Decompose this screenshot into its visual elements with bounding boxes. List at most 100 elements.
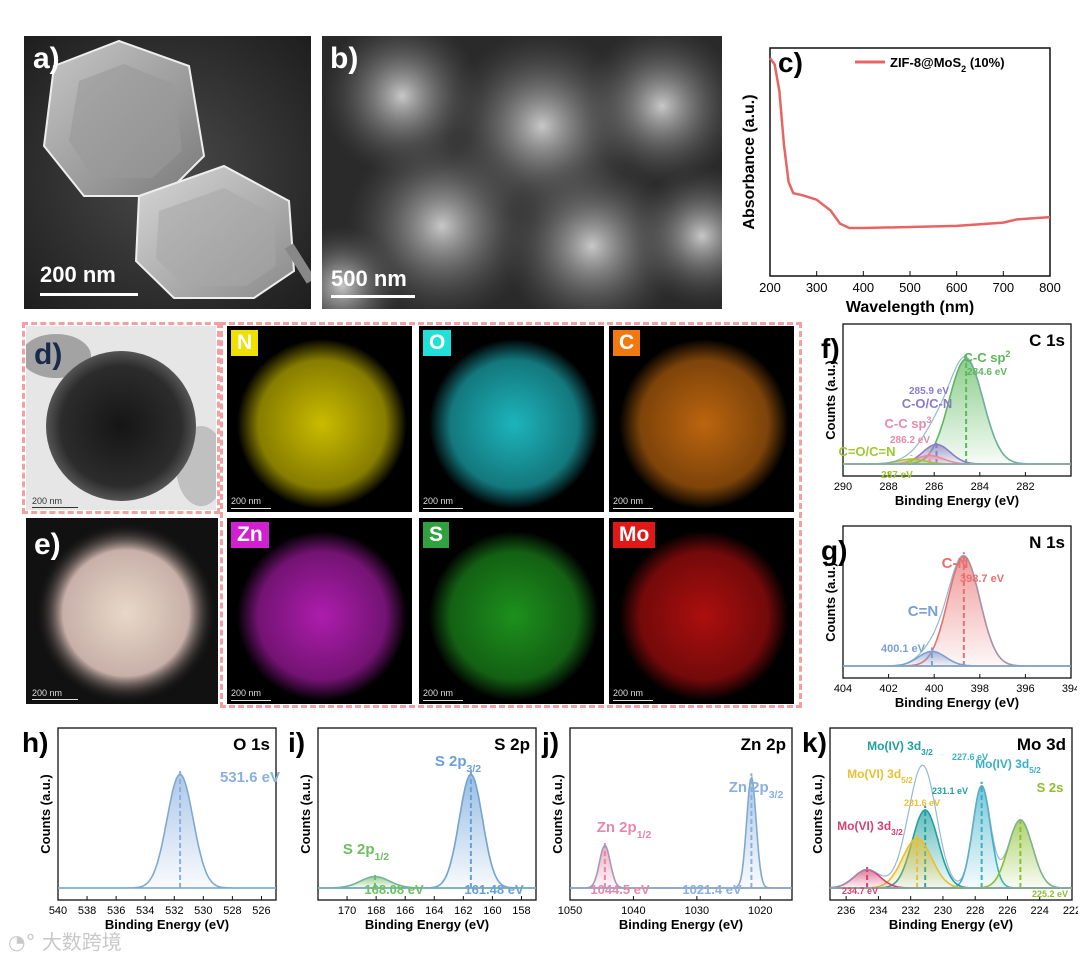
x-tick-label: 286 (925, 481, 943, 493)
element-map-scale-bar (613, 700, 653, 701)
x-tick-label: 1020 (748, 905, 772, 917)
element-map-s (419, 518, 604, 704)
peak-value-label: 284.6 eV (967, 367, 1007, 378)
tem-image-d (26, 326, 216, 510)
x-tick-label: 1030 (685, 905, 709, 917)
x-axis-label: Binding Energy (eV) (895, 695, 1019, 710)
element-map-scale-bar (423, 700, 463, 701)
x-axis-label: Binding Energy (eV) (105, 917, 229, 932)
x-tick-label: 530 (194, 905, 212, 917)
panel-j-label: j) (541, 727, 559, 758)
peak-name-label: Mo(IV) 3d3/2 (867, 739, 933, 757)
plot-frame (57, 727, 277, 901)
panel-i-label: i) (288, 727, 305, 758)
x-tick-label: 162 (454, 905, 472, 917)
peak-name-label: Mo(VI) 3d3/2 (837, 819, 903, 837)
panel-a-scale-label: 200 nm (40, 262, 116, 287)
element-badge-zn: Zn (231, 522, 269, 548)
x-tick-label: 170 (338, 905, 356, 917)
peak-name-label: Zn 2p1/2 (597, 819, 652, 841)
x-tick-label: 500 (899, 280, 921, 295)
sem-image-b-graphic (322, 36, 722, 309)
x-tick-label: 168 (367, 905, 385, 917)
element-badge-o: O (423, 330, 452, 356)
x-tick-label: 528 (223, 905, 241, 917)
element-map-mo (609, 518, 794, 704)
peak-name-label: C=O/C=N (838, 444, 895, 459)
plot-frame (769, 47, 1051, 277)
peak-name-label: Zn 2p3/2 (729, 779, 784, 801)
watermark-logo-icon: ◔° (8, 930, 36, 954)
element-map-graphic (419, 518, 604, 704)
y-axis-label: Counts (a.u.) (810, 774, 825, 853)
peak-value-label: 225.2 eV (1032, 889, 1068, 899)
peak-value-label: 231.6 eV (904, 798, 940, 808)
x-tick-label: 288 (879, 481, 897, 493)
plot-frame (317, 727, 537, 901)
element-map-scale-label: 200 nm (423, 688, 454, 698)
chart-title: Mo 3d (1017, 735, 1066, 754)
peak-value-label: 287 eV (881, 470, 913, 481)
element-map-graphic (227, 518, 412, 704)
peak-name-label: S 2p1/2 (343, 841, 389, 863)
element-map-graphic (609, 518, 794, 704)
legend-label: ZIF-8@MoS2 (10%) (890, 55, 1005, 74)
peak-value-label: 285.9 eV (909, 386, 949, 397)
envelope-line (318, 773, 536, 889)
element-map-scale-bar (423, 508, 463, 509)
x-tick-label: 400 (852, 280, 874, 295)
element-map-scale-label: 200 nm (613, 688, 644, 698)
x-tick-label: 282 (1016, 481, 1034, 493)
overlay-image-e (26, 518, 218, 704)
y-axis-label: Counts (a.u.) (550, 774, 565, 853)
series-line (768, 57, 1051, 230)
sem-image-b (322, 36, 722, 309)
peak-name-label: Mo(IV) 3d5/2 (975, 757, 1041, 775)
panel-b-scale-bar (331, 295, 415, 298)
element-map-graphic (227, 326, 412, 512)
peak-name-label: C-C sp3 (885, 415, 932, 431)
peak-value-label: 286.2 eV (890, 435, 930, 446)
element-map-scale-bar (613, 508, 653, 509)
x-tick-label: 158 (512, 905, 530, 917)
x-tick-label: 398 (971, 683, 989, 695)
peak-fill (318, 773, 536, 889)
x-tick-label: 540 (49, 905, 67, 917)
peak-value-label: 168.08 eV (364, 882, 424, 897)
y-axis-label: Counts (a.u.) (823, 562, 838, 641)
panel-b-label: b) (330, 42, 359, 75)
peak-value-label: 231.1 eV (932, 786, 968, 796)
watermark-text: 大数跨境 (41, 930, 122, 954)
chart-title: C 1s (1029, 331, 1065, 350)
peak-name-label: C-N (942, 555, 969, 572)
peak-fill (58, 773, 276, 889)
x-tick-label: 290 (834, 481, 852, 493)
chart-n1s: 404 402 400 398 396 394 Binding Energy (eV) Cou… (821, 525, 1077, 710)
panel-f-label: f) (821, 333, 840, 364)
element-map-c (609, 326, 794, 512)
chart-mo3d: 236 234 232 230 228 226 224 222 Binding Energy (… (802, 727, 1078, 932)
panel-c-label: c) (778, 47, 803, 78)
y-axis-label: Counts (a.u.) (38, 774, 53, 853)
panel-k-label: k) (802, 727, 827, 758)
chart-title: O 1s (233, 735, 270, 754)
x-tick-label: 396 (1016, 683, 1034, 695)
peak-name-label: C-O/C-N (902, 396, 953, 411)
x-tick-label: 532 (165, 905, 183, 917)
y-axis-label: Absorbance (a.u.) (741, 94, 758, 229)
element-map-graphic (609, 326, 794, 512)
chart-title: N 1s (1029, 533, 1065, 552)
tem-image-d-graphic (26, 326, 216, 510)
peak-name-label: C-C sp2 (964, 349, 1011, 365)
element-map-scale-label: 200 nm (613, 496, 644, 506)
panel-d-scale-bar (32, 507, 78, 508)
panel-g-label: g) (821, 535, 847, 566)
element-map-o (419, 326, 604, 512)
x-tick-label: 232 (901, 905, 919, 917)
x-tick-label: 400 (925, 683, 943, 695)
panel-e-scale-label: 200 nm (32, 688, 63, 698)
x-tick-label: 226 (998, 905, 1016, 917)
x-tick-label: 1050 (558, 905, 582, 917)
plot-frame (842, 323, 1072, 477)
element-map-n (227, 326, 412, 512)
